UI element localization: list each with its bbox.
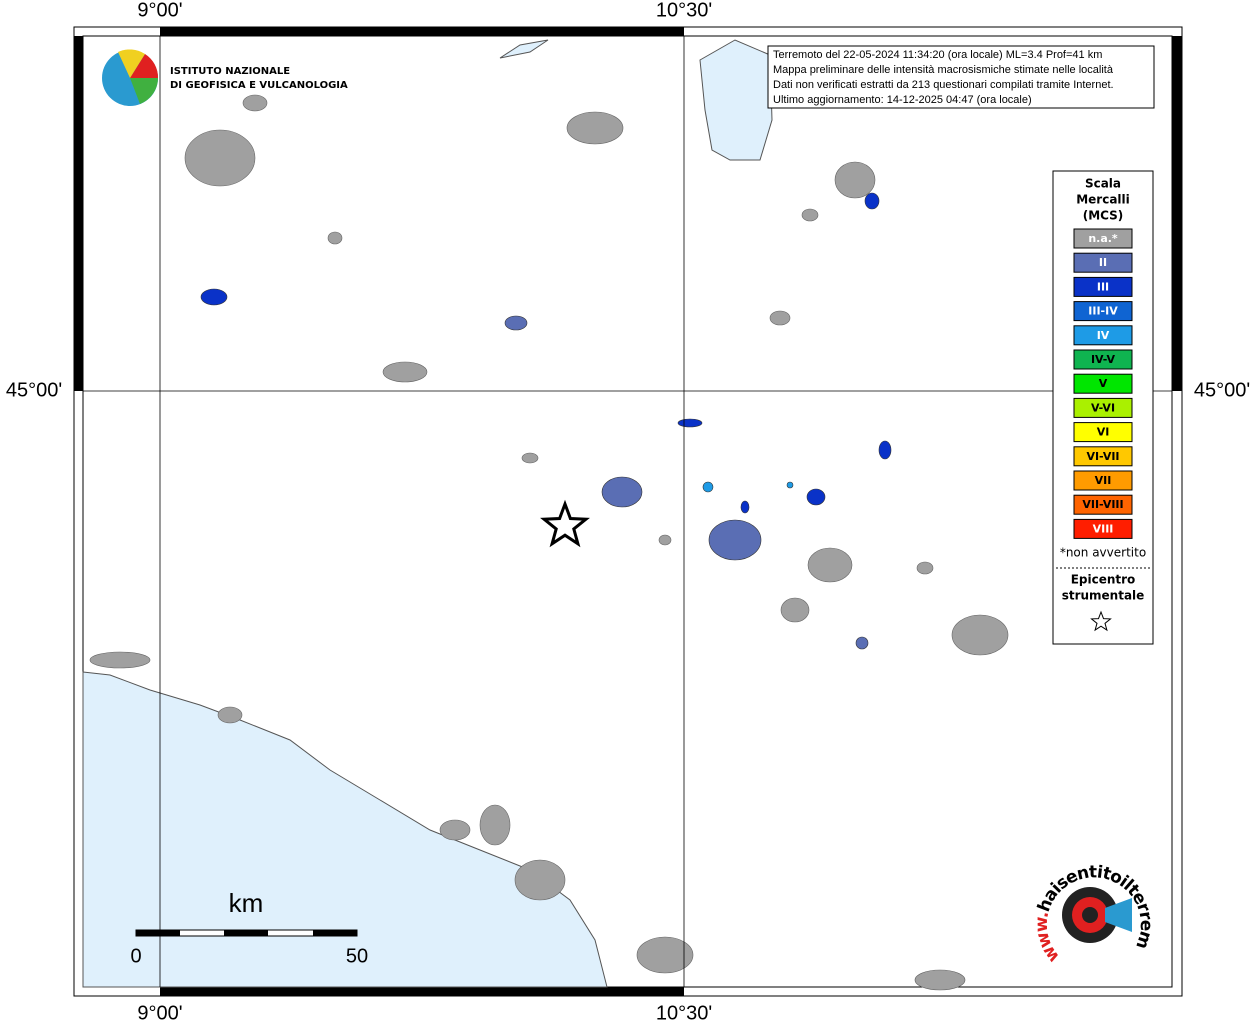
lake xyxy=(499,39,549,59)
institute-name: DI GEOFISICA E VULCANOLOGIA xyxy=(170,80,348,91)
scale-segment xyxy=(136,930,180,936)
legend-title: Mercalli xyxy=(1076,193,1130,207)
scale-label: 0 xyxy=(130,945,141,967)
logo-part xyxy=(130,54,159,78)
legend-swatch xyxy=(1073,494,1133,515)
legend-star xyxy=(1090,610,1112,632)
logo-circle xyxy=(1082,907,1098,923)
institute-name: ISTITUTO NAZIONALE xyxy=(170,66,290,77)
scale-segment xyxy=(313,930,357,936)
legend-label: IV xyxy=(1097,329,1110,342)
legend-epicenter: strumentale xyxy=(1062,589,1145,603)
info-line: Mappa preliminare delle intensità macros… xyxy=(773,64,1114,76)
legend: ScalaMercalli(MCS)n.a.*IIIIIIII-IVIVIV-V… xyxy=(1073,177,1133,539)
grid-label: 9°00' xyxy=(137,0,182,21)
legend-label: VII-VIII xyxy=(1082,498,1123,511)
scale-segment xyxy=(224,930,268,936)
epicenter xyxy=(540,499,590,548)
legend-swatch xyxy=(1073,252,1133,273)
frame-bar xyxy=(74,36,83,391)
logo-part xyxy=(130,78,158,104)
grid-label: 45°00' xyxy=(6,379,62,401)
legend-swatch xyxy=(1073,470,1133,491)
legend-swatch xyxy=(1073,518,1133,539)
info-text: Terremoto del 22-05-2024 11:34:20 (ora l… xyxy=(773,49,1114,106)
info-box xyxy=(767,45,1155,109)
grid-label: 10°30' xyxy=(656,0,712,21)
legend-title: (MCS) xyxy=(1083,209,1124,223)
reports xyxy=(200,192,892,650)
legend-epicenter: Epicentro xyxy=(1071,573,1136,587)
legend-swatch xyxy=(1073,276,1133,297)
legend-swatch xyxy=(1073,325,1133,346)
legend-swatch xyxy=(1073,228,1133,249)
frame-bar xyxy=(160,27,684,36)
legend-label: VIII xyxy=(1093,522,1114,535)
scale-label: 50 xyxy=(346,945,368,967)
frame-bar xyxy=(1172,36,1182,391)
legend-label: V-VI xyxy=(1091,401,1115,414)
legend-label: III-IV xyxy=(1088,305,1118,318)
logo-horn xyxy=(1105,898,1132,932)
legend-label: VII xyxy=(1095,474,1112,487)
legend-swatch xyxy=(1073,446,1133,467)
info-line: Ultimo aggiornamento: 14-12-2025 04:47 (… xyxy=(773,94,1032,106)
legend-title: Scala xyxy=(1085,177,1121,191)
legend-label: III xyxy=(1097,280,1109,293)
frame-bar xyxy=(160,987,684,996)
legend-swatch xyxy=(1073,349,1133,370)
legend-swatch xyxy=(1073,301,1133,322)
ingv-logo: ISTITUTO NAZIONALE DI GEOFISICA E VULCAN… xyxy=(102,49,348,106)
legend-label: n.a.* xyxy=(1088,232,1118,245)
scale-bar: km 0 50 xyxy=(130,888,368,967)
logo-part xyxy=(118,49,145,78)
legend-label: VI-VII xyxy=(1086,450,1119,463)
scale-unit: km xyxy=(229,888,264,918)
legend-swatch xyxy=(1073,422,1133,443)
legend-label: II xyxy=(1099,256,1107,269)
info-line: Terremoto del 22-05-2024 11:34:20 (ora l… xyxy=(773,49,1102,61)
grid-label: 9°00' xyxy=(137,1002,182,1024)
legend-label: VI xyxy=(1097,426,1110,439)
towns xyxy=(89,94,1009,991)
legend-swatch xyxy=(1073,373,1133,394)
graticule xyxy=(83,36,1172,987)
legend-swatch xyxy=(1073,397,1133,418)
sea xyxy=(82,671,608,988)
lake xyxy=(699,39,773,161)
legend-label: V xyxy=(1099,377,1108,390)
info-line: Dati non verificati estratti da 213 ques… xyxy=(773,79,1114,91)
legend-note: *non avvertito xyxy=(1060,546,1146,560)
grid-label: 45°00' xyxy=(1194,379,1250,401)
grid-label: 10°30' xyxy=(656,1002,712,1024)
legend-label: IV-V xyxy=(1091,353,1116,366)
